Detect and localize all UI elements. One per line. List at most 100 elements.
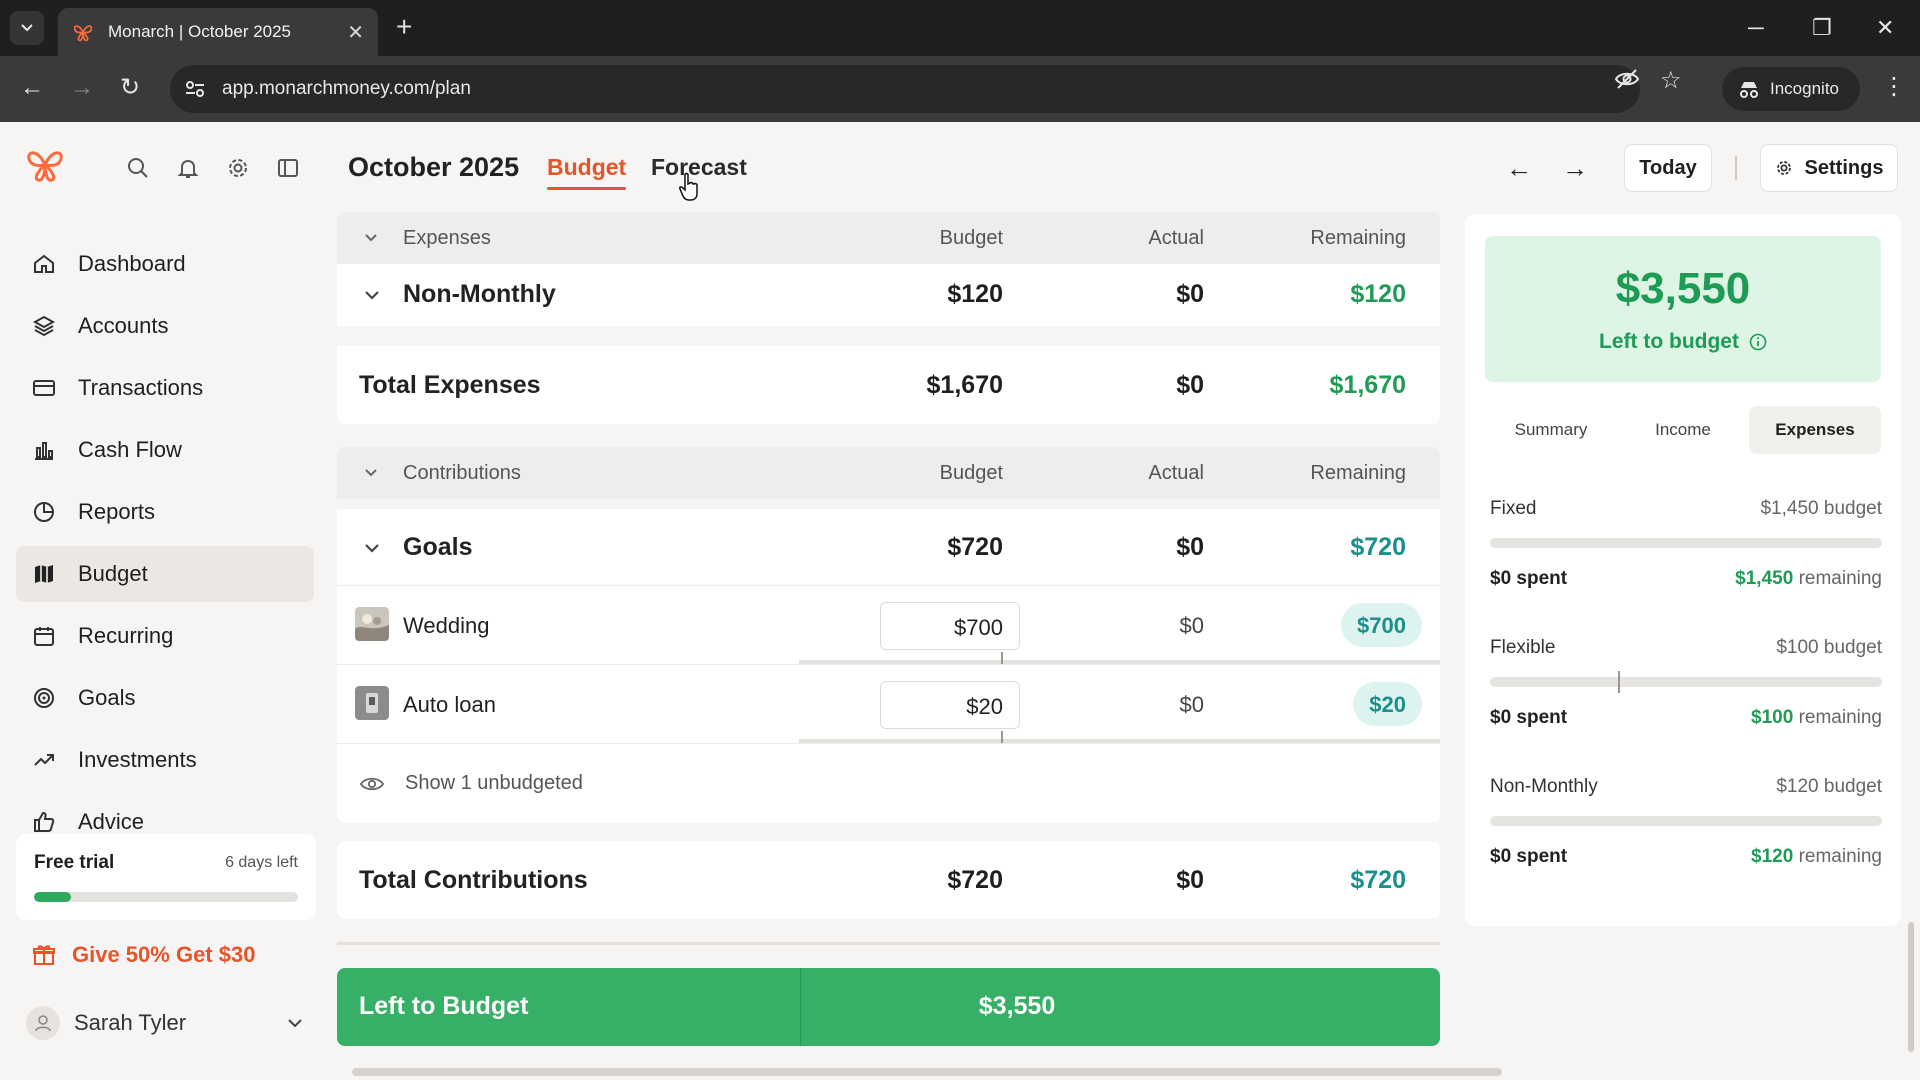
horizontal-scrollbar[interactable] xyxy=(352,1068,1502,1076)
category-name: Auto loan xyxy=(403,692,496,717)
budget-amount-input[interactable]: $20 xyxy=(880,681,1020,729)
sidebar-toggle-icon[interactable] xyxy=(276,156,300,180)
group-remaining: $120 xyxy=(1350,280,1406,308)
tab-title: Monarch | October 2025 xyxy=(108,22,292,41)
chevron-down-icon[interactable] xyxy=(363,286,381,304)
gear-icon[interactable] xyxy=(226,156,250,180)
browser-tab[interactable]: Monarch | October 2025 ✕ xyxy=(58,8,378,56)
category-row-wedding[interactable]: Wedding $700 $0 $700 xyxy=(337,585,1440,668)
segment-summary[interactable]: Summary xyxy=(1514,420,1588,439)
group-remaining-word: remaining xyxy=(1798,568,1882,589)
card-icon xyxy=(33,380,55,396)
settings-button[interactable]: Settings xyxy=(1760,144,1898,192)
trial-progress-fill xyxy=(34,892,71,902)
monarch-logo-icon[interactable] xyxy=(24,144,66,186)
chevron-down-icon[interactable] xyxy=(363,230,379,246)
col-header-remaining: Remaining xyxy=(1310,462,1406,484)
sidebar-item-label: Reports xyxy=(78,499,156,524)
tab-forecast[interactable]: Forecast xyxy=(651,154,747,180)
tab-close-icon[interactable]: ✕ xyxy=(347,21,364,44)
today-button[interactable]: Today xyxy=(1624,144,1712,192)
chevron-down-icon xyxy=(288,1019,302,1028)
segment-expenses[interactable]: Expenses xyxy=(1749,406,1881,454)
total-expenses-actual: $0 xyxy=(1176,371,1204,399)
home-icon xyxy=(34,254,54,273)
search-icon[interactable] xyxy=(126,156,150,180)
incognito-badge[interactable]: Incognito xyxy=(1722,67,1860,111)
left-to-budget-value: $3,550 xyxy=(978,992,1056,1020)
col-header-budget: Budget xyxy=(939,227,1003,249)
summary-group-fixed: Fixed $1,450 budget $0 spent $1,450 rema… xyxy=(1490,498,1882,590)
total-contributions-remaining: $720 xyxy=(1350,866,1406,894)
wedding-thumbnail-icon xyxy=(355,607,389,641)
category-remaining-pill[interactable]: $700 xyxy=(1341,603,1422,647)
reload-icon[interactable]: ↻ xyxy=(120,74,141,101)
category-remaining-pill[interactable]: $20 xyxy=(1353,682,1422,726)
group-remaining-word: remaining xyxy=(1798,846,1882,867)
sidebar-item-accounts[interactable]: Accounts xyxy=(16,298,314,354)
segment-income[interactable]: Income xyxy=(1655,420,1711,439)
sidebar-item-investments[interactable]: Investments xyxy=(16,732,314,788)
sidebar-item-label: Cash Flow xyxy=(78,437,182,462)
sidebar-item-budget[interactable]: Budget xyxy=(16,546,314,602)
budget-amount-input[interactable]: $700 xyxy=(880,602,1020,650)
site-settings-icon[interactable] xyxy=(184,78,206,100)
show-unbudgeted-row[interactable]: Show 1 unbudgeted xyxy=(337,743,1440,823)
new-tab-button[interactable]: + xyxy=(396,11,413,42)
show-unbudgeted-link[interactable]: Show 1 unbudgeted xyxy=(359,772,583,795)
map-icon xyxy=(35,565,53,583)
eye-icon xyxy=(359,777,385,790)
close-window-icon[interactable]: ✕ xyxy=(1876,15,1895,40)
non-monthly-group-row[interactable]: Non-Monthly $120 $0 $120 xyxy=(337,264,1440,326)
info-icon[interactable] xyxy=(1749,333,1767,351)
sidebar-item-recurring[interactable]: Recurring xyxy=(16,608,314,664)
tab-budget[interactable]: Budget xyxy=(547,154,627,190)
category-row-auto-loan[interactable]: Auto loan $20 $0 $20 xyxy=(337,664,1440,747)
total-contributions-budget: $720 xyxy=(947,866,1003,894)
expenses-section-header[interactable]: Expenses Budget Actual Remaining xyxy=(337,212,1440,264)
sidebar-item-label: Dashboard xyxy=(78,251,186,276)
sidebar-item-label: Advice xyxy=(78,809,145,834)
tab-search-button[interactable] xyxy=(10,11,44,45)
vertical-scrollbar[interactable] xyxy=(1908,922,1914,1052)
group-budget: $720 xyxy=(947,533,1003,561)
group-remaining: $1,450 remaining xyxy=(1735,568,1882,590)
goals-group-row[interactable]: Goals $720 $0 $720 xyxy=(337,509,1440,585)
sidebar-item-reports[interactable]: Reports xyxy=(16,484,314,540)
sidebar-item-advice[interactable]: Advice xyxy=(16,794,314,850)
free-trial-card[interactable]: Free trial 6 days left xyxy=(16,834,316,920)
layers-icon xyxy=(32,315,56,337)
forward-icon[interactable]: → xyxy=(70,74,94,101)
user-name: Sarah Tyler xyxy=(74,1010,187,1035)
back-icon[interactable]: ← xyxy=(20,74,44,101)
restore-icon[interactable]: ❐ xyxy=(1812,15,1832,40)
referral-link[interactable]: Give 50% Get $30 xyxy=(32,942,255,968)
group-name: Non-Monthly xyxy=(1490,776,1598,797)
prev-month-icon[interactable]: ← xyxy=(1506,153,1532,183)
tracking-protection-icon[interactable] xyxy=(1614,66,1640,99)
sidebar-item-transactions[interactable]: Transactions xyxy=(16,360,314,416)
chevron-down-icon[interactable] xyxy=(363,539,381,557)
summary-group-non-monthly: Non-Monthly $120 budget $0 spent $120 re… xyxy=(1490,776,1882,868)
next-month-icon[interactable]: → xyxy=(1562,153,1588,183)
thumbs-up-icon xyxy=(34,811,55,832)
sidebar-item-cash-flow[interactable]: Cash Flow xyxy=(16,422,314,478)
user-icon xyxy=(35,1015,51,1032)
address-bar[interactable]: app.monarchmoney.com/plan xyxy=(170,65,1640,113)
sidebar-item-goals[interactable]: Goals xyxy=(16,670,314,726)
avatar xyxy=(26,1006,60,1040)
contributions-section-header[interactable]: Contributions Budget Actual Remaining xyxy=(337,447,1440,499)
bell-icon[interactable] xyxy=(176,156,200,180)
chevron-down-icon[interactable] xyxy=(363,465,379,481)
browser-menu-icon[interactable]: ⋮ xyxy=(1882,73,1906,100)
group-progress-bar xyxy=(1490,816,1882,826)
col-header-budget: Budget xyxy=(939,462,1003,484)
url-text: app.monarchmoney.com/plan xyxy=(222,78,471,99)
user-menu[interactable]: Sarah Tyler xyxy=(26,1006,304,1040)
total-contributions-row: Total Contributions $720 $0 $720 xyxy=(337,841,1440,919)
pie-icon xyxy=(34,502,54,522)
minimize-icon[interactable]: ─ xyxy=(1748,15,1764,40)
auto-loan-thumbnail-icon xyxy=(355,686,389,720)
sidebar-item-dashboard[interactable]: Dashboard xyxy=(16,236,314,292)
bookmark-star-icon[interactable]: ☆ xyxy=(1660,67,1682,94)
